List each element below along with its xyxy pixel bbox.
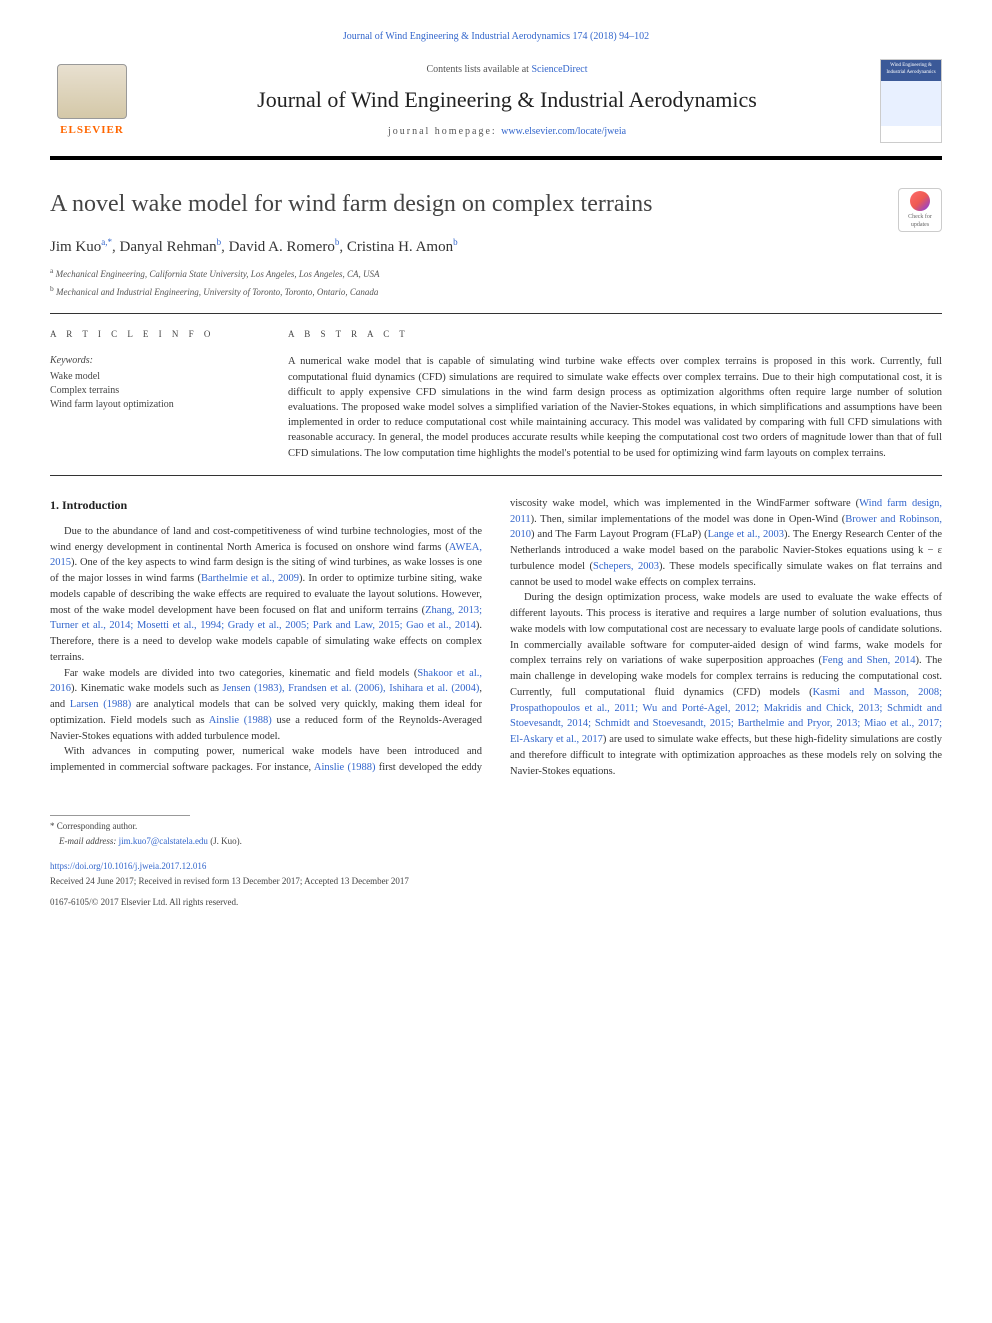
citation-header: Journal of Wind Engineering & Industrial… [50, 30, 942, 44]
abstract-header: A B S T R A C T [288, 328, 942, 341]
divider [50, 475, 942, 476]
doi-line: https://doi.org/10.1016/j.jweia.2017.12.… [50, 860, 942, 873]
ref-ainslie-1[interactable]: Ainslie (1988) [209, 715, 272, 726]
ref-larsen[interactable]: Larsen (1988) [70, 699, 131, 710]
journal-cover-thumbnail: Wind Engineering & Industrial Aerodynami… [880, 59, 942, 143]
paragraph-1: Due to the abundance of land and cost-co… [50, 524, 482, 666]
journal-header: Contents lists available at ScienceDirec… [150, 63, 864, 140]
journal-header-section: ELSEVIER Contents lists available at Sci… [50, 56, 942, 146]
email-link[interactable]: jim.kuo7@calstatela.edu [119, 836, 208, 846]
ref-feng-shen[interactable]: Feng and Shen, 2014 [822, 655, 915, 666]
article-info: A R T I C L E I N F O Keywords: Wake mod… [50, 328, 260, 461]
copyright: 0167-6105/© 2017 Elsevier Ltd. All right… [50, 896, 942, 909]
elsevier-logo: ELSEVIER [50, 56, 134, 146]
homepage-link[interactable]: www.elsevier.com/locate/jweia [501, 126, 626, 137]
author-1: Jim Kuo [50, 239, 101, 255]
corresponding-author: * Corresponding author. [50, 820, 942, 833]
keyword-3: Wind farm layout optimization [50, 398, 260, 412]
journal-title: Journal of Wind Engineering & Industrial… [150, 85, 864, 116]
authors-list: Jim Kuoa,*, Danyal Rehmanb, David A. Rom… [50, 236, 942, 258]
cover-title: Wind Engineering & Industrial Aerodynami… [881, 60, 941, 81]
author-3: David A. Romero [229, 239, 335, 255]
ref-barthelmie[interactable]: Barthelmie et al., 2009 [201, 573, 299, 584]
title-row: A novel wake model for wind farm design … [50, 188, 942, 236]
body-columns: 1. Introduction Due to the abundance of … [50, 496, 942, 780]
section-1-title: 1. Introduction [50, 496, 482, 514]
sciencedirect-link[interactable]: ScienceDirect [531, 64, 587, 75]
keywords-label: Keywords: [50, 354, 260, 368]
paragraph-2: Far wake models are divided into two cat… [50, 666, 482, 745]
paragraph-4: During the design optimization process, … [510, 590, 942, 779]
email-line: E-mail address: jim.kuo7@calstatela.edu … [50, 835, 942, 848]
divider-bar [50, 156, 942, 160]
check-updates-icon [910, 191, 930, 211]
body-section: 1. Introduction Due to the abundance of … [50, 496, 942, 780]
received-dates: Received 24 June 2017; Received in revis… [50, 875, 942, 888]
affiliation-a: a Mechanical Engineering, California Sta… [50, 266, 942, 281]
divider [50, 313, 942, 314]
citation-link[interactable]: Journal of Wind Engineering & Industrial… [343, 31, 649, 42]
ref-ainslie-2[interactable]: Ainslie (1988) [314, 762, 376, 773]
ref-jensen-frandsen[interactable]: Jensen (1983), Frandsen et al. (2006), I… [223, 683, 480, 694]
footer-divider [50, 815, 190, 816]
abstract-text: A numerical wake model that is capable o… [288, 354, 942, 461]
author-4: Cristina H. Amon [347, 239, 453, 255]
doi-link[interactable]: https://doi.org/10.1016/j.jweia.2017.12.… [50, 861, 206, 871]
article-title: A novel wake model for wind farm design … [50, 188, 653, 222]
keyword-2: Complex terrains [50, 384, 260, 398]
ref-schepers[interactable]: Schepers, 2003 [593, 561, 659, 572]
journal-homepage: journal homepage: www.elsevier.com/locat… [150, 125, 864, 139]
affiliation-b: b Mechanical and Industrial Engineering,… [50, 284, 942, 299]
footer: * Corresponding author. E-mail address: … [50, 815, 942, 908]
author-2: Danyal Rehman [120, 239, 217, 255]
article-info-header: A R T I C L E I N F O [50, 328, 260, 341]
check-updates-badge[interactable]: Check for updates [898, 188, 942, 232]
elsevier-tree-icon [57, 64, 127, 119]
elsevier-text: ELSEVIER [60, 123, 124, 138]
ref-lange[interactable]: Lange et al., 2003 [708, 529, 784, 540]
keyword-1: Wake model [50, 370, 260, 384]
info-abstract-row: A R T I C L E I N F O Keywords: Wake mod… [50, 328, 942, 461]
contents-list: Contents lists available at ScienceDirec… [150, 63, 864, 77]
abstract: A B S T R A C T A numerical wake model t… [288, 328, 942, 461]
